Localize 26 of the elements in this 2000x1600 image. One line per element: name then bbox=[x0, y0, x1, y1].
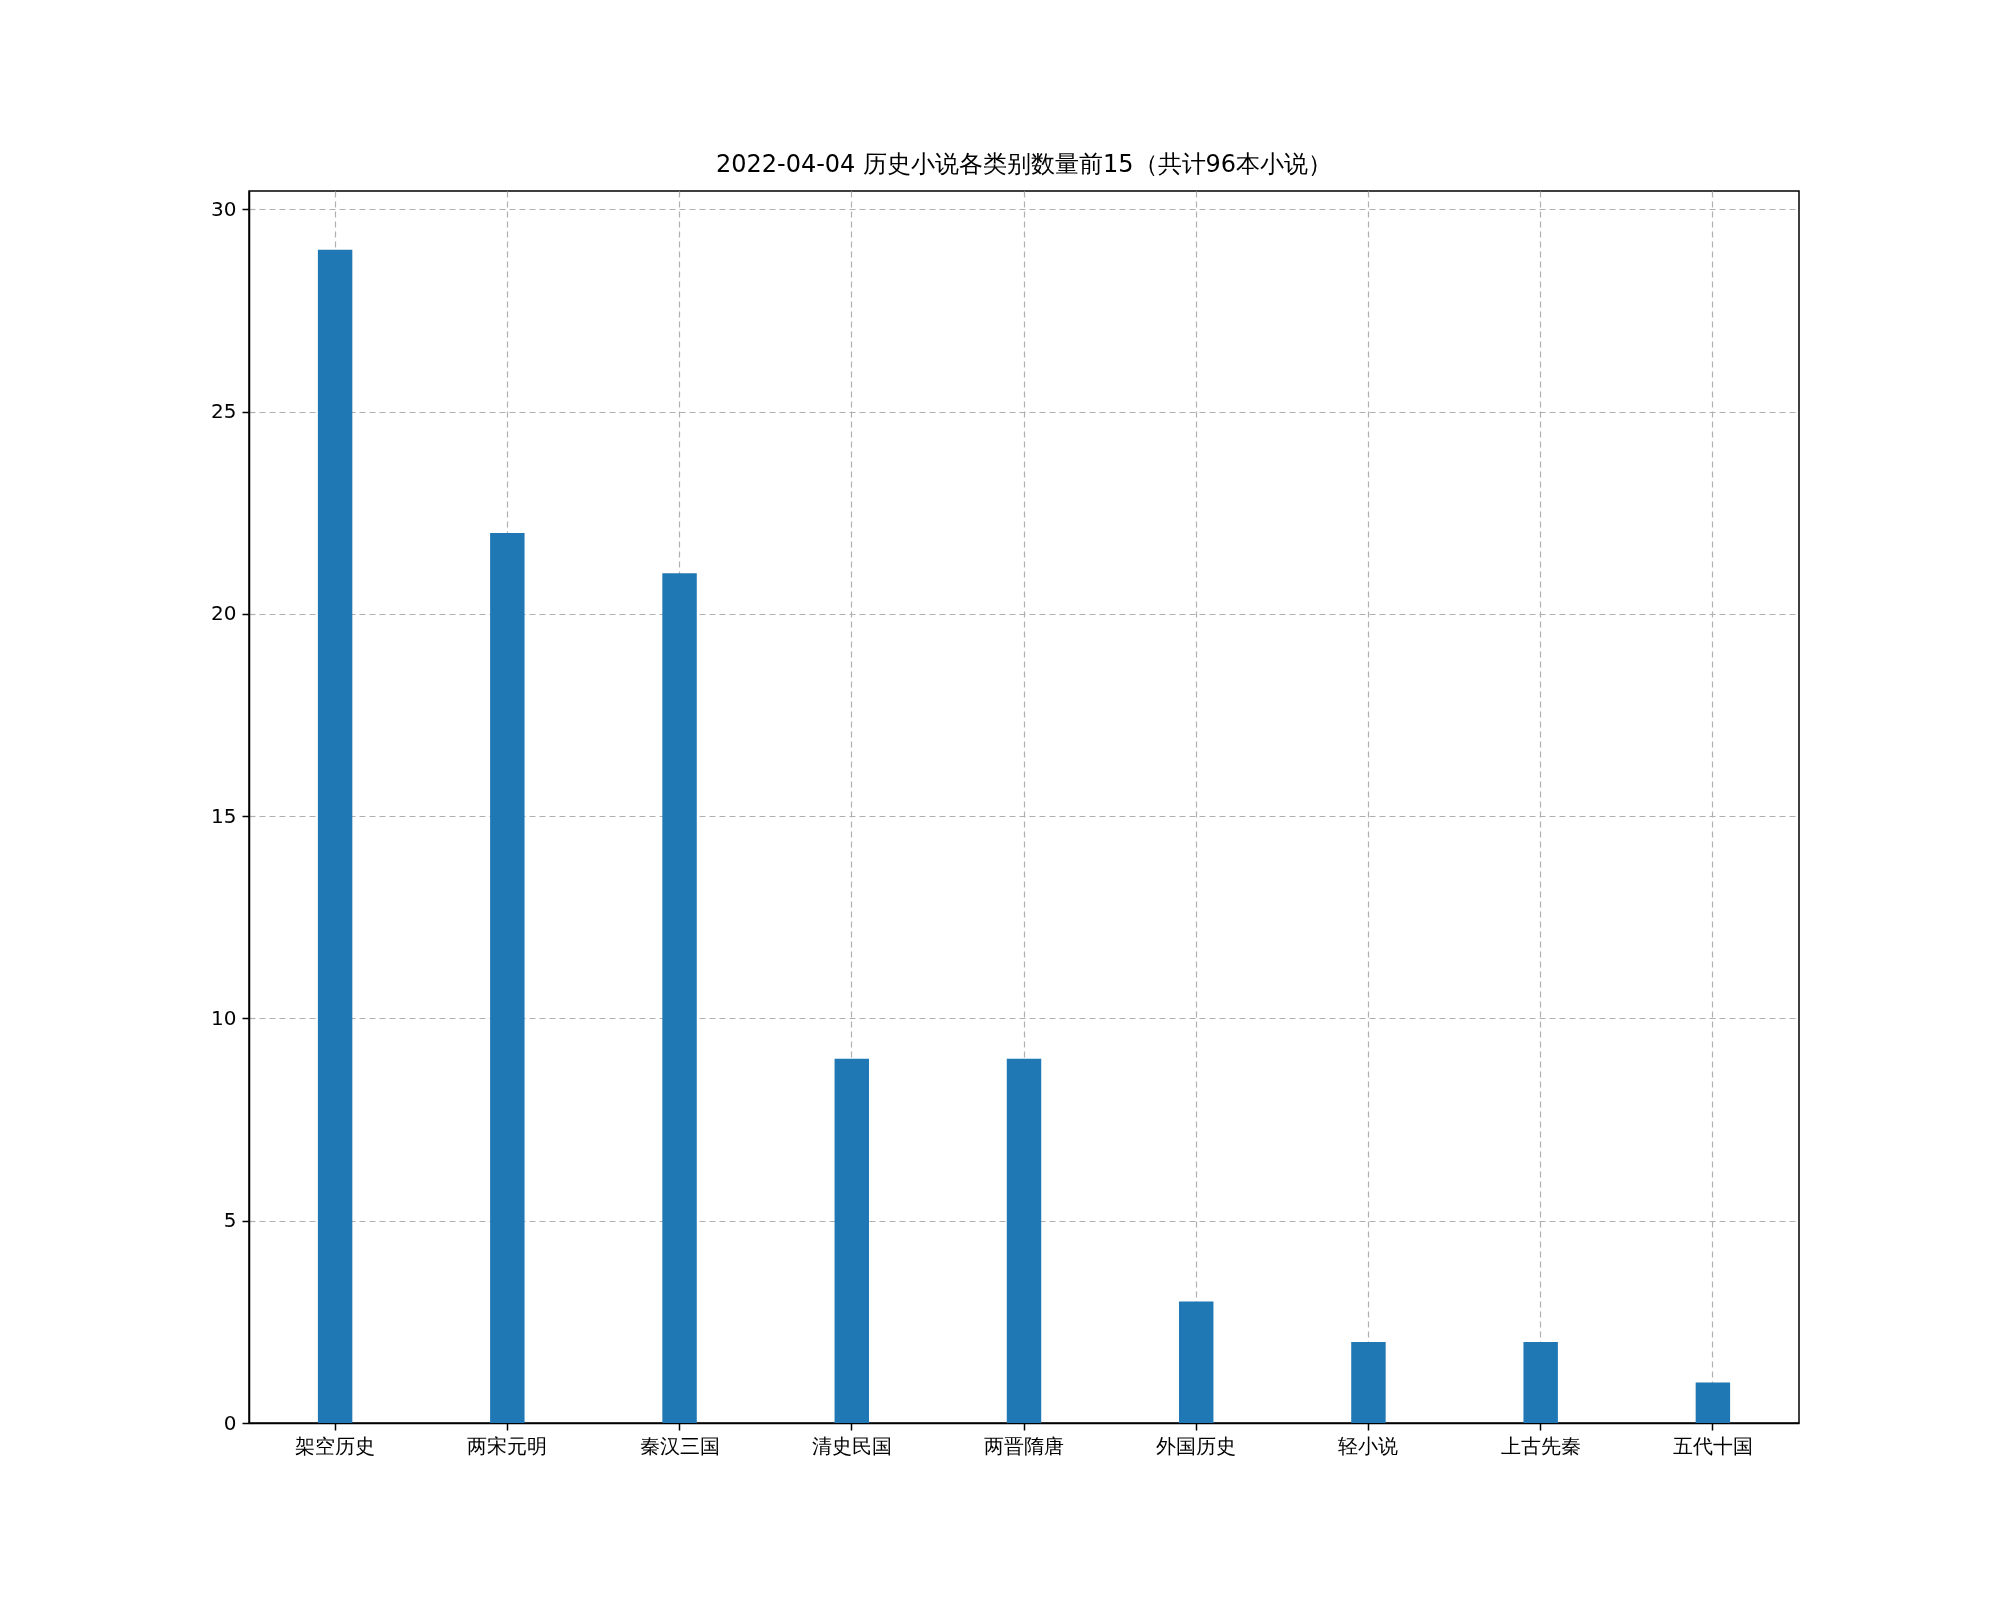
bar bbox=[317, 249, 353, 1423]
x-tick-label: 轻小说 bbox=[1338, 1433, 1399, 1458]
x-tick-label: 两晋隋唐 bbox=[984, 1433, 1064, 1458]
y-tick-label: 10 bbox=[211, 1005, 237, 1030]
bar bbox=[1351, 1342, 1386, 1423]
x-tick-label: 秦汉三国 bbox=[639, 1433, 720, 1458]
x-tick-label: 架空历史 bbox=[295, 1433, 376, 1458]
x-tick-label: 上古先秦 bbox=[1500, 1433, 1581, 1458]
y-tick-label: 5 bbox=[223, 1208, 237, 1233]
x-tick-label: 外国历史 bbox=[1156, 1433, 1237, 1458]
x-tick-label: 两宋元明 bbox=[467, 1433, 548, 1458]
bar bbox=[490, 532, 525, 1423]
y-tick-label: 0 bbox=[223, 1410, 237, 1435]
bar bbox=[1695, 1382, 1731, 1423]
y-tick-label: 20 bbox=[211, 601, 237, 626]
bar bbox=[1523, 1342, 1558, 1423]
bar bbox=[1179, 1301, 1214, 1423]
x-tick-label: 清史民国 bbox=[811, 1433, 892, 1458]
y-tick-label: 30 bbox=[211, 196, 237, 221]
bar bbox=[834, 1058, 869, 1423]
bar bbox=[1006, 1058, 1042, 1423]
chart-title: 2022-04-04 历史小说各类别数量前15（共计96本小说） bbox=[715, 150, 1333, 178]
bar bbox=[662, 573, 697, 1423]
x-tick-label: 五代十国 bbox=[1672, 1433, 1753, 1458]
y-tick-label: 25 bbox=[211, 399, 237, 424]
y-tick-label: 15 bbox=[211, 803, 237, 828]
